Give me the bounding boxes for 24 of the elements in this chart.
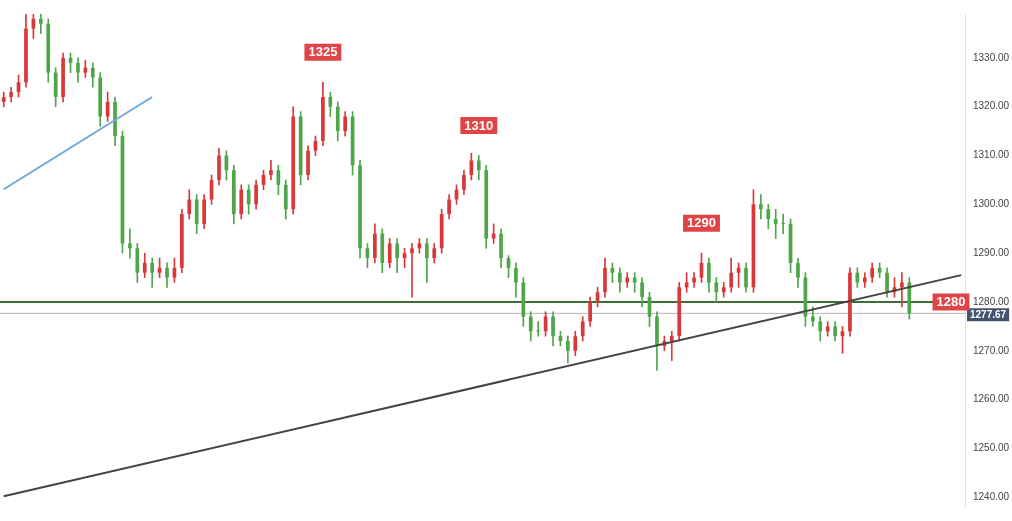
y-tick-label: 1240.00 <box>973 490 1010 502</box>
y-tick-label: 1290.00 <box>973 246 1010 258</box>
annotation: 1325 <box>308 44 338 60</box>
candlestick <box>38 14 43 34</box>
y-tick-label: 1250.00 <box>973 442 1010 454</box>
y-tick-label: 1280.00 <box>973 295 1010 307</box>
y-tick-label: 1300.00 <box>973 198 1010 210</box>
y-tick-label: 1310.00 <box>973 149 1010 161</box>
candlestick <box>410 243 414 298</box>
annotation: 1290 <box>687 215 716 231</box>
y-tick-label: 1260.00 <box>973 393 1010 405</box>
y-tick-label: 1320.00 <box>973 100 1010 112</box>
y-tick-label: 1330.00 <box>973 51 1010 63</box>
candlestick <box>900 272 904 308</box>
annotation: 1280 <box>936 294 966 310</box>
candlestick <box>759 194 763 220</box>
candlestick <box>773 208 778 239</box>
candlestick <box>128 228 132 259</box>
candlestick <box>536 321 541 337</box>
candlestick <box>781 213 785 234</box>
y-tick-label: 1270.00 <box>973 344 1010 356</box>
candlestick <box>669 330 674 361</box>
ref-line-label: 1277.67 <box>970 308 1007 320</box>
annotation: 1310 <box>464 117 494 133</box>
